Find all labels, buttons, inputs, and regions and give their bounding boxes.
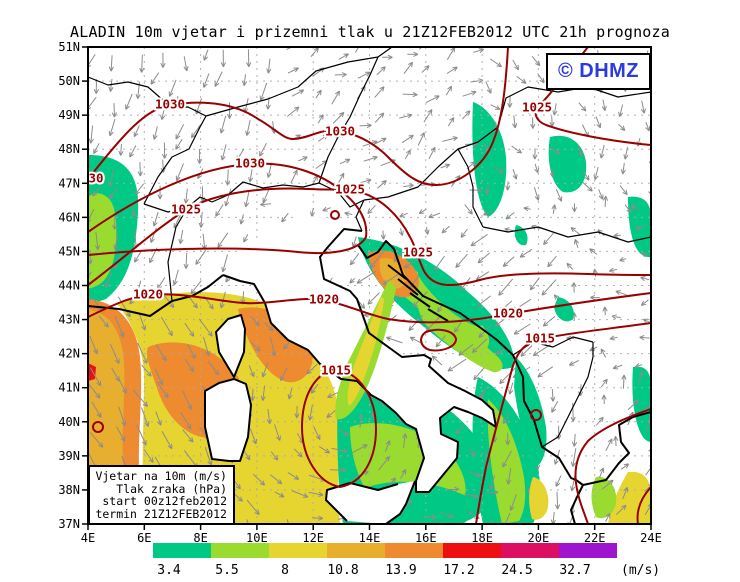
lat-axis-label: 45N	[58, 244, 80, 258]
chart-title: ALADIN 10m vjetar i prizemni tlak u 21Z1…	[70, 23, 670, 41]
wind-arrows-layer	[88, 47, 651, 524]
colorbar-threshold: 24.5	[501, 563, 533, 578]
colorbar-segment	[269, 543, 327, 558]
axis-layer: 51N 50N 49N 48N 47N 46N 45N 44N 43N 42N 41N 40N 39N 3…	[58, 40, 662, 545]
pressure-label: 1025	[171, 202, 201, 217]
pressure-label: 1025	[522, 100, 552, 115]
lon-axis-label: 14E	[359, 531, 381, 545]
lon-axis-label: 24E	[640, 531, 662, 545]
lat-axis-label: 39N	[58, 449, 80, 463]
lon-axis-label: 10E	[246, 531, 268, 545]
colorbar-threshold: 5.5	[215, 563, 239, 578]
colorbar-segment	[153, 543, 211, 558]
pressure-label: 1020	[493, 306, 523, 321]
lat-axis-label: 38N	[58, 483, 80, 497]
colorbar-threshold: 10.8	[327, 563, 359, 578]
colorbar-threshold: 17.2	[443, 563, 475, 578]
pressure-label: 1030	[155, 97, 185, 112]
lat-axis-label: 48N	[58, 142, 80, 156]
lat-axis-label: 46N	[58, 210, 80, 224]
pressure-label: 1020	[309, 292, 339, 307]
lat-axis-label: 47N	[58, 176, 80, 190]
lat-axis-label: 40N	[58, 415, 80, 429]
colorbar-segment	[443, 543, 501, 558]
lon-axis-label: 4E	[81, 531, 95, 545]
colorbar-segment	[501, 543, 559, 558]
lon-axis-label: 20E	[528, 531, 550, 545]
colorbar-threshold: 13.9	[385, 563, 417, 578]
wind-speed-colorbar	[153, 543, 617, 558]
pressure-label: 1020	[133, 287, 163, 302]
lon-axis-label: 18E	[471, 531, 493, 545]
lon-axis-label: 6E	[137, 531, 151, 545]
pressure-label: 1025	[403, 245, 433, 260]
colorbar-segment	[327, 543, 385, 558]
dhmz-watermark-text: © DHMZ	[557, 60, 640, 82]
isobar-layer	[88, 47, 651, 524]
lat-axis-label: 51N	[58, 40, 80, 54]
pressure-label: 1025	[335, 182, 365, 197]
colorbar-segment	[385, 543, 443, 558]
lat-axis-label: 50N	[58, 74, 80, 88]
legend-box: Vjetar na 10m (m/s) Tlak zraka (hPa) sta…	[88, 465, 235, 525]
pressure-label: 30	[88, 171, 103, 186]
pressure-label: 1030	[235, 156, 265, 171]
lat-axis-label: 43N	[58, 313, 80, 327]
pressure-label: 1015	[321, 363, 351, 378]
lat-axis-label: 44N	[58, 279, 80, 293]
legend-line-pressure: Tlak zraka (hPa)	[116, 481, 227, 496]
lat-axis-label: 49N	[58, 108, 80, 122]
pressure-label: 1015	[525, 331, 555, 346]
colorbar-segment	[211, 543, 269, 558]
legend-line-start: start 00z12feb2012	[102, 494, 227, 509]
lon-axis-label: 16E	[415, 531, 437, 545]
lon-axis-label: 8E	[193, 531, 207, 545]
lat-axis-label: 42N	[58, 347, 80, 361]
dhmz-watermark-box: © DHMZ	[546, 53, 651, 90]
lon-axis-label: 12E	[302, 531, 324, 545]
colorbar-unit-label: (m/s)	[621, 563, 661, 578]
lat-axis-label: 37N	[58, 517, 80, 531]
lon-axis-label: 22E	[584, 531, 606, 545]
land-overlay-layer	[335, 225, 574, 520]
legend-line-wind: Vjetar na 10m (m/s)	[95, 469, 227, 483]
lat-axis-label: 41N	[58, 381, 80, 395]
colorbar-threshold: 3.4	[157, 563, 181, 578]
pressure-label: 1030	[325, 124, 355, 139]
colorbar-segment	[559, 543, 617, 558]
colorbar-threshold: 8	[281, 563, 289, 578]
legend-line-termin: termin 21Z12FEB2012	[95, 506, 227, 521]
colorbar-threshold: 32.7	[559, 563, 591, 578]
